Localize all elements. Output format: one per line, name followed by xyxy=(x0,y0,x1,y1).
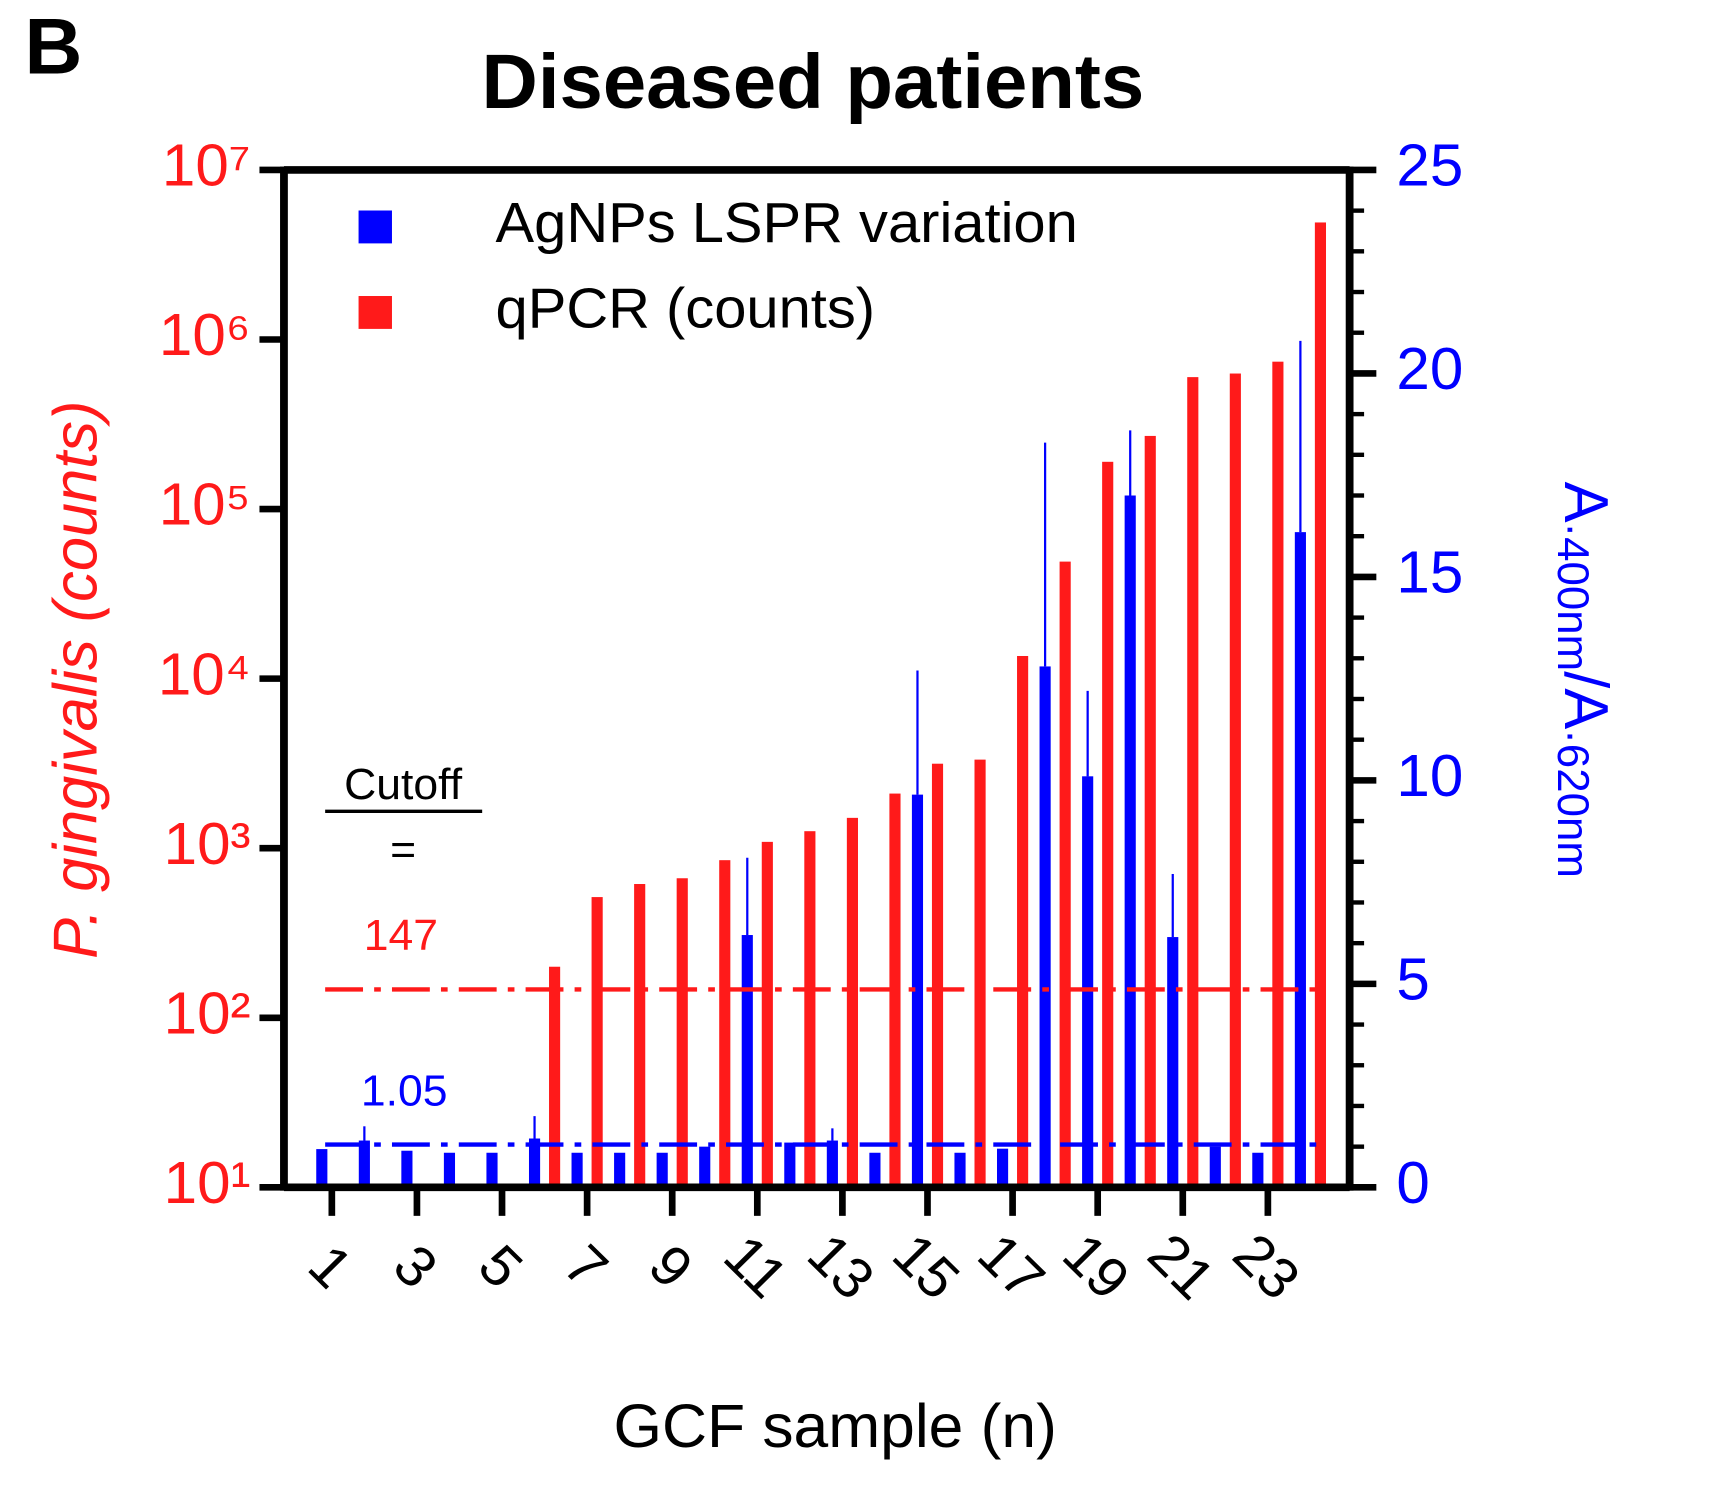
y2-axis-label: A·400nm/A·620nm xyxy=(1548,482,1620,878)
bar xyxy=(486,1152,498,1188)
legend-swatch xyxy=(358,210,392,244)
x-tick-label: 15 xyxy=(880,1222,971,1312)
bar xyxy=(591,897,603,1188)
bar xyxy=(1124,495,1136,1188)
x-tick-label: 13 xyxy=(795,1222,886,1312)
y-tick-label: 10⁴ xyxy=(158,641,251,707)
bar xyxy=(761,841,773,1188)
bar xyxy=(1017,655,1029,1188)
bar xyxy=(614,1152,626,1188)
x-axis-label: GCF sample (n) xyxy=(613,1392,1056,1460)
bar xyxy=(528,1138,541,1188)
bar xyxy=(1187,377,1199,1188)
bar xyxy=(996,1148,1009,1188)
x-tick-label: 21 xyxy=(1135,1222,1226,1312)
bar xyxy=(1294,532,1306,1188)
y-tick-label: 10⁷ xyxy=(162,132,251,198)
bar xyxy=(571,1152,583,1188)
bar xyxy=(549,966,561,1188)
bar xyxy=(1059,561,1071,1188)
cutoff-equals: = xyxy=(390,826,416,875)
bar xyxy=(358,1140,370,1188)
x-tick-label: 19 xyxy=(1050,1222,1141,1312)
bar xyxy=(676,878,688,1188)
bar xyxy=(911,794,924,1188)
chart-title: Diseased patients xyxy=(482,40,1145,125)
x-tick-label: 7 xyxy=(551,1233,619,1300)
bar xyxy=(316,1149,328,1188)
y2-label-part: ·400nm xyxy=(1548,523,1597,672)
x-tick-label: 9 xyxy=(636,1233,704,1300)
x-tick-label: 17 xyxy=(965,1222,1056,1312)
y-tick-label: 10⁶ xyxy=(159,302,251,368)
bar xyxy=(1082,776,1094,1188)
y-tick-label: 10² xyxy=(164,980,251,1046)
legend-swatch xyxy=(358,296,392,329)
y2-tick-label: 25 xyxy=(1396,132,1463,198)
y2-tick-label: 15 xyxy=(1396,539,1463,605)
x-tick-label: 23 xyxy=(1221,1222,1312,1312)
bar xyxy=(443,1152,456,1188)
bar xyxy=(1272,361,1284,1188)
bar xyxy=(1314,222,1327,1188)
bar xyxy=(741,935,753,1188)
bar xyxy=(634,884,646,1188)
bar xyxy=(1229,373,1241,1188)
x-tick-label: 1 xyxy=(296,1233,364,1300)
bar xyxy=(1102,461,1114,1188)
bar xyxy=(699,1146,711,1188)
bar xyxy=(1167,937,1179,1188)
y2-tick-label: 20 xyxy=(1396,335,1463,401)
bar xyxy=(931,763,944,1188)
y2-tick-label: 5 xyxy=(1396,946,1429,1012)
bar xyxy=(846,817,858,1188)
cutoff-lspr-label: 1.05 xyxy=(361,1067,448,1116)
bar xyxy=(869,1152,881,1188)
y-tick-label: 10³ xyxy=(164,810,251,876)
y-axis-label: P. gingivalis (counts) xyxy=(41,401,111,959)
bar xyxy=(974,759,986,1188)
y2-label-part: A xyxy=(1551,482,1621,524)
x-tick-label: 5 xyxy=(466,1233,534,1300)
bar xyxy=(784,1142,796,1188)
legend-label: AgNPs LSPR variation xyxy=(496,191,1078,255)
cutoff-label: Cutoff xyxy=(344,760,463,809)
y-tick-label: 10¹ xyxy=(164,1149,251,1215)
bar xyxy=(1144,435,1156,1188)
bar xyxy=(954,1152,966,1188)
bar xyxy=(1252,1152,1264,1188)
y2-label-part: ·620nm xyxy=(1548,729,1597,878)
bar xyxy=(1039,666,1051,1188)
y2-label-part: /A xyxy=(1551,671,1621,730)
y-tick-label: 10⁵ xyxy=(159,471,251,537)
y2-tick-label: 0 xyxy=(1396,1149,1429,1215)
x-tick-label: 11 xyxy=(712,1224,800,1311)
y2-tick-label: 10 xyxy=(1396,742,1463,808)
cutoff-qpcr-label: 147 xyxy=(364,911,438,960)
bar xyxy=(826,1140,838,1188)
bar xyxy=(656,1152,668,1188)
legend-label: qPCR (counts) xyxy=(496,277,876,341)
bar xyxy=(804,831,816,1188)
bar xyxy=(719,860,731,1188)
bar xyxy=(1209,1146,1221,1188)
bar xyxy=(401,1150,413,1188)
panel-label: B xyxy=(24,2,82,90)
x-tick-label: 3 xyxy=(381,1233,449,1300)
